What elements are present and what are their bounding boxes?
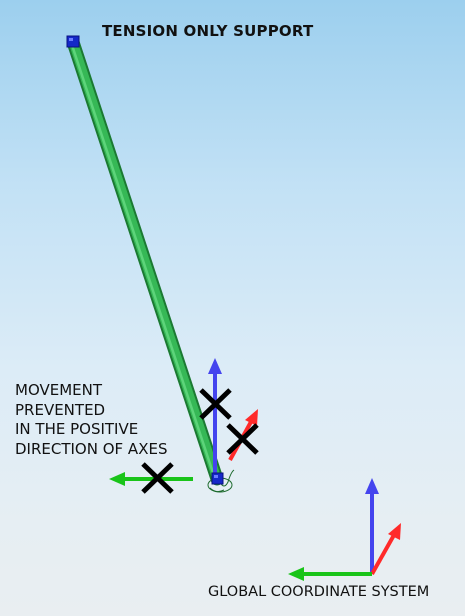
global-coordinate-system	[288, 478, 401, 581]
cross-mark-icon	[199, 388, 232, 420]
cross-mark-icon	[226, 423, 259, 455]
cross-mark-icon	[141, 462, 174, 494]
arrow-icon	[109, 472, 125, 486]
global-axis-x	[370, 534, 396, 575]
top-node[interactable]	[66, 35, 80, 48]
note-line: DIRECTION OF AXES	[15, 439, 168, 458]
note-line: IN THE POSITIVE	[15, 420, 139, 438]
global-coordinate-system-label: GLOBAL COORDINATE SYSTEM	[208, 584, 430, 600]
diagram-title: TENSION ONLY SUPPORT	[102, 22, 314, 40]
movement-note: MOVEMENT PREVENTED IN THE POSITIVE DIREC…	[15, 381, 167, 459]
note-line: MOVEMENT	[15, 381, 103, 399]
arrow-icon	[208, 358, 222, 374]
support-node-icon[interactable]	[211, 472, 224, 485]
arrow-icon	[388, 523, 401, 540]
arrow-icon	[288, 567, 304, 581]
bar-member[interactable]	[66, 35, 224, 486]
arrow-icon	[365, 478, 379, 494]
note-line: PREVENTED	[15, 400, 106, 419]
arrow-icon	[245, 409, 258, 426]
